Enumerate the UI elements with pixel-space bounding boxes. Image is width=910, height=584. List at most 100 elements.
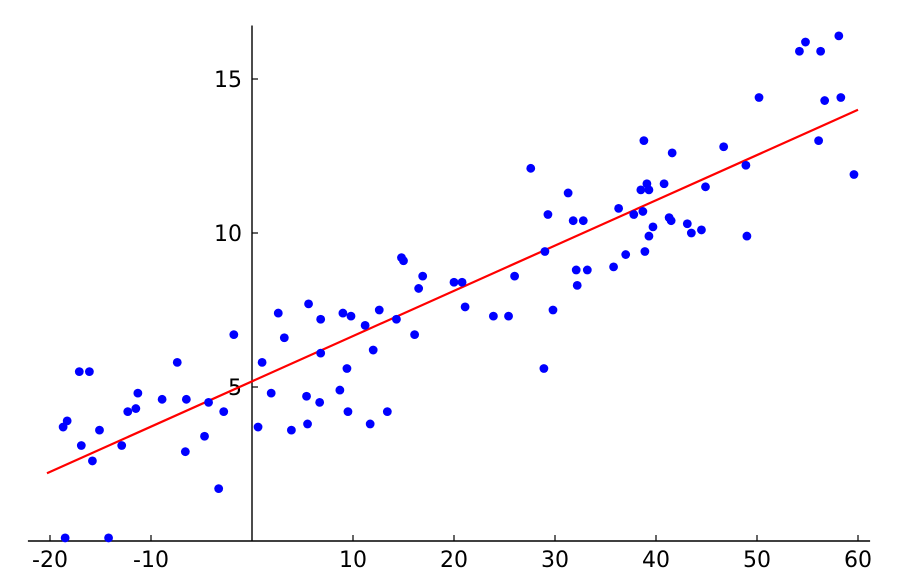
data-point bbox=[548, 305, 558, 315]
data-point bbox=[382, 407, 392, 417]
data-point bbox=[257, 357, 267, 367]
data-point bbox=[180, 447, 190, 457]
data-point bbox=[795, 46, 804, 56]
data-point bbox=[418, 271, 428, 281]
data-point bbox=[229, 330, 239, 340]
data-point bbox=[88, 456, 97, 466]
data-point bbox=[316, 314, 326, 324]
data-point bbox=[609, 262, 618, 272]
data-point bbox=[204, 398, 213, 407]
data-point bbox=[342, 364, 352, 373]
data-point bbox=[76, 441, 86, 450]
data-point bbox=[200, 431, 209, 441]
data-point bbox=[343, 407, 353, 417]
data-point bbox=[644, 231, 654, 241]
data-point bbox=[697, 225, 706, 235]
x-tick-label: 30 bbox=[541, 548, 569, 573]
data-point bbox=[335, 385, 345, 395]
data-point bbox=[578, 216, 588, 226]
data-point bbox=[399, 256, 408, 266]
data-point bbox=[302, 391, 311, 401]
data-point bbox=[60, 533, 70, 543]
data-point bbox=[682, 219, 692, 229]
data-point bbox=[636, 185, 646, 195]
data-point bbox=[834, 31, 844, 41]
data-point bbox=[303, 419, 312, 429]
x-tick-label: -20 bbox=[32, 548, 68, 573]
data-point bbox=[460, 302, 470, 312]
data-point bbox=[742, 231, 752, 241]
x-tick-label: 20 bbox=[440, 548, 468, 573]
data-point bbox=[816, 46, 826, 56]
data-point bbox=[414, 284, 424, 293]
data-point bbox=[667, 148, 677, 158]
data-point bbox=[365, 419, 375, 429]
data-point bbox=[614, 203, 624, 213]
data-point bbox=[279, 333, 289, 343]
data-point bbox=[686, 228, 696, 238]
data-point bbox=[104, 533, 113, 543]
data-point bbox=[315, 398, 325, 407]
data-point bbox=[741, 160, 751, 170]
data-point bbox=[449, 277, 459, 287]
x-tick-label: -10 bbox=[133, 548, 169, 573]
data-point bbox=[62, 416, 72, 426]
data-point bbox=[346, 311, 356, 321]
x-tick-label: 60 bbox=[844, 548, 872, 573]
data-point bbox=[304, 299, 313, 309]
data-point bbox=[543, 210, 553, 219]
data-point bbox=[571, 265, 581, 275]
y-tick-label: 15 bbox=[214, 68, 242, 93]
data-point bbox=[266, 388, 276, 398]
data-point bbox=[273, 308, 283, 318]
data-point bbox=[563, 188, 573, 198]
data-point bbox=[701, 182, 710, 192]
data-point bbox=[666, 216, 676, 226]
data-point bbox=[457, 277, 467, 287]
data-point bbox=[510, 271, 519, 281]
data-point bbox=[181, 394, 191, 404]
data-point bbox=[74, 367, 84, 376]
data-point bbox=[836, 93, 846, 102]
data-point bbox=[582, 265, 592, 275]
x-tick-label: 10 bbox=[339, 548, 367, 573]
regression-line bbox=[46, 108, 859, 475]
data-points bbox=[58, 31, 859, 543]
data-point bbox=[286, 425, 296, 435]
data-point bbox=[572, 280, 582, 290]
data-point bbox=[621, 250, 631, 259]
data-point bbox=[719, 142, 729, 152]
x-tick-label: 50 bbox=[743, 548, 771, 573]
data-point bbox=[214, 484, 224, 494]
y-ticks: 51015 bbox=[214, 68, 258, 401]
x-ticks: -20 -10 10 20 30 40 50 60 bbox=[32, 535, 872, 573]
y-tick-label: 10 bbox=[214, 222, 242, 247]
data-point bbox=[360, 321, 370, 330]
data-point bbox=[374, 305, 384, 315]
x-tick-label: 40 bbox=[642, 548, 670, 573]
data-point bbox=[157, 394, 167, 404]
data-point bbox=[801, 37, 810, 47]
data-point bbox=[123, 407, 133, 417]
data-point bbox=[133, 388, 143, 398]
fit-line-group bbox=[46, 108, 859, 475]
data-point bbox=[539, 364, 549, 373]
data-point bbox=[644, 185, 654, 195]
data-point bbox=[368, 345, 378, 355]
data-point bbox=[568, 216, 578, 226]
data-point bbox=[754, 93, 764, 102]
data-point bbox=[659, 179, 669, 189]
data-point bbox=[504, 311, 513, 321]
data-point bbox=[117, 441, 127, 450]
data-point bbox=[316, 348, 326, 358]
data-point bbox=[526, 163, 536, 173]
data-point bbox=[338, 308, 348, 318]
data-point bbox=[540, 247, 550, 256]
data-point bbox=[640, 247, 650, 256]
data-point bbox=[172, 357, 182, 367]
data-point bbox=[648, 222, 658, 232]
data-point bbox=[814, 136, 824, 146]
data-point bbox=[253, 422, 263, 432]
data-point bbox=[131, 404, 141, 413]
